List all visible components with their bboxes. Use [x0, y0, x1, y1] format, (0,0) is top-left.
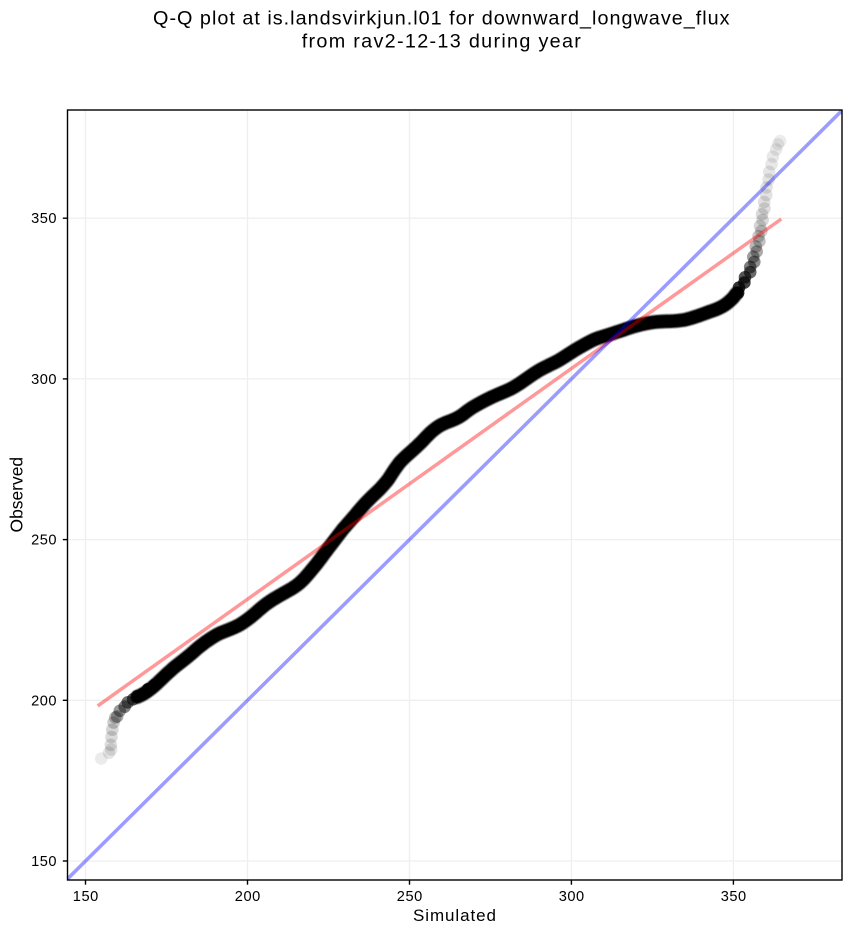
svg-text:300: 300: [31, 372, 56, 388]
svg-text:350: 350: [31, 211, 56, 227]
svg-text:Simulated: Simulated: [413, 906, 496, 925]
svg-text:Q-Q plot at is.landsvirkjun.l0: Q-Q plot at is.landsvirkjun.l01 for down…: [153, 7, 730, 29]
svg-text:Observed: Observed: [7, 457, 27, 533]
svg-text:150: 150: [73, 889, 98, 905]
svg-text:350: 350: [721, 889, 746, 905]
svg-text:from rav2-12-13 during year: from rav2-12-13 during year: [302, 31, 582, 53]
svg-text:250: 250: [31, 533, 56, 549]
svg-text:250: 250: [397, 889, 422, 905]
svg-text:150: 150: [31, 854, 56, 870]
svg-text:200: 200: [31, 693, 56, 709]
svg-text:200: 200: [235, 889, 260, 905]
svg-text:300: 300: [559, 889, 584, 905]
